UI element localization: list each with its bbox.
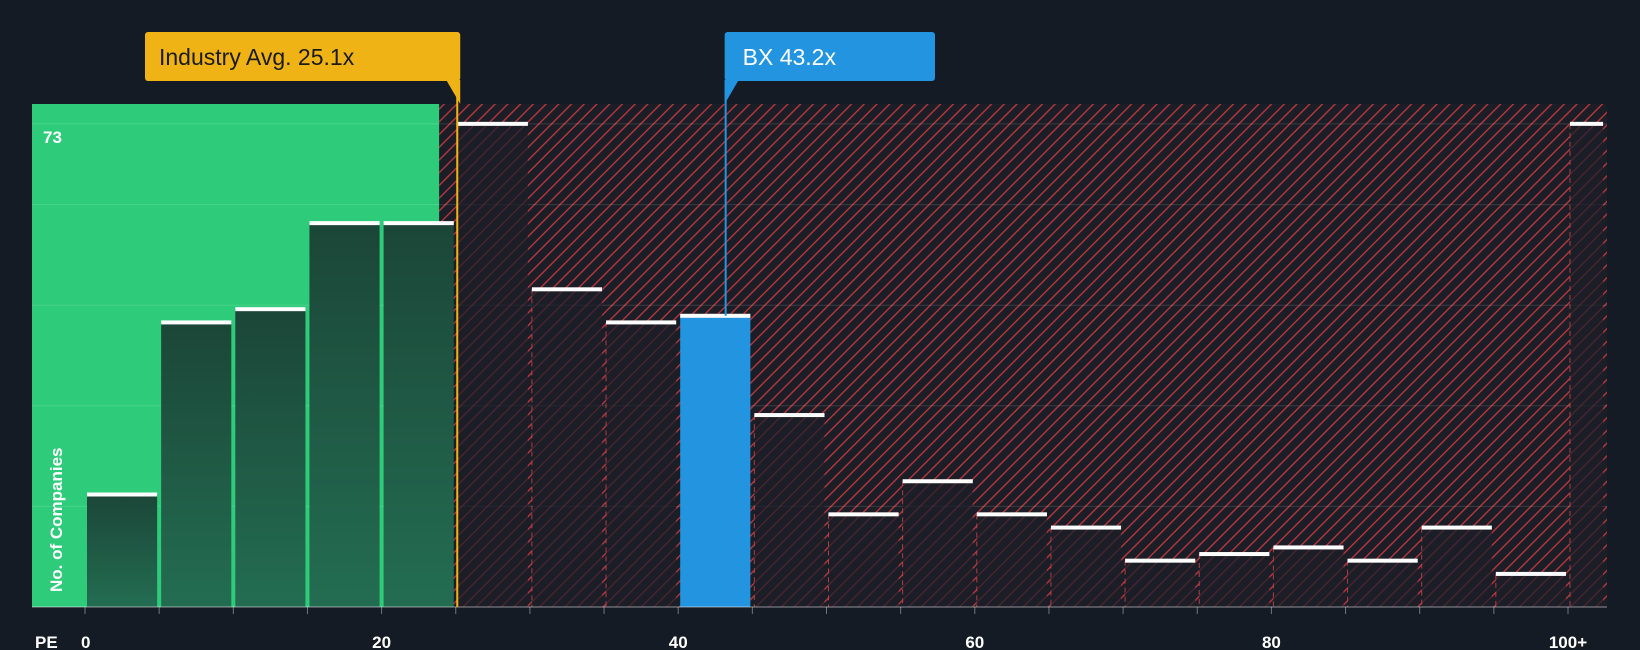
histogram-bar-15-20 bbox=[309, 223, 380, 607]
histogram-bar-30-35 bbox=[531, 289, 603, 607]
bar-cap-60-65 bbox=[976, 512, 1047, 517]
histogram-bar-55-60 bbox=[902, 481, 973, 607]
x-tick-label-20: 20 bbox=[372, 633, 391, 650]
histogram-bar-80-85 bbox=[1273, 547, 1344, 607]
histogram-bar-20-25 bbox=[383, 223, 454, 607]
bar-cap-65-70 bbox=[1050, 525, 1122, 530]
bar-cap-5-10 bbox=[161, 320, 232, 325]
histogram-bar-45-50 bbox=[754, 415, 825, 607]
bar-cap-40-45 bbox=[680, 313, 751, 318]
bar-cap-0-5 bbox=[87, 492, 158, 497]
histogram-bar-60-65 bbox=[976, 514, 1047, 607]
bar-cap-15-20 bbox=[309, 221, 380, 226]
histogram-bar-40-45 bbox=[680, 315, 751, 607]
histogram-bar-75-80 bbox=[1199, 554, 1270, 607]
x-tick-label-80: 80 bbox=[1262, 633, 1281, 650]
histogram-bar-35-40 bbox=[606, 322, 677, 607]
bar-cap-100-102.5 bbox=[1570, 121, 1604, 126]
histogram-bar-100-102.5 bbox=[1570, 123, 1604, 608]
x-axis-label: PE bbox=[35, 633, 58, 650]
bar-cap-10-15 bbox=[235, 307, 306, 312]
x-tick-label-0: 0 bbox=[81, 633, 90, 650]
bar-cap-20-25 bbox=[383, 221, 454, 226]
industry-avg-callout bbox=[145, 32, 461, 81]
bar-cap-25-30 bbox=[457, 121, 528, 126]
histogram-bar-5-10 bbox=[161, 322, 232, 607]
histogram-bar-10-15 bbox=[235, 309, 306, 607]
histogram-bar-25-30 bbox=[457, 123, 528, 608]
y-axis-label: No. of Companies bbox=[47, 447, 66, 592]
x-tick-label-100: 100+ bbox=[1549, 633, 1587, 650]
bar-cap-30-35 bbox=[531, 287, 603, 292]
industry-avg-label: Industry Avg. 25.1x bbox=[159, 44, 355, 70]
bar-cap-45-50 bbox=[754, 413, 825, 418]
bar-cap-90-95 bbox=[1421, 525, 1492, 530]
y-max-label: 73 bbox=[43, 128, 62, 147]
bar-cap-50-55 bbox=[828, 512, 899, 517]
histogram-bar-65-70 bbox=[1050, 527, 1122, 607]
histogram-bar-95-100 bbox=[1495, 573, 1566, 607]
histogram-bar-70-75 bbox=[1125, 560, 1196, 607]
company-callout bbox=[724, 32, 935, 81]
histogram-bar-0-5 bbox=[87, 494, 158, 607]
bar-cap-55-60 bbox=[902, 479, 973, 484]
x-tick-label-40: 40 bbox=[669, 633, 688, 650]
histogram-bar-90-95 bbox=[1421, 527, 1492, 607]
bar-cap-70-75 bbox=[1125, 558, 1196, 563]
bar-cap-85-90 bbox=[1347, 558, 1418, 563]
industry-avg-pointer bbox=[446, 80, 461, 104]
company-label: BX 43.2x bbox=[743, 44, 837, 70]
bar-cap-35-40 bbox=[606, 320, 677, 325]
x-tick-label-60: 60 bbox=[965, 633, 984, 650]
bar-cap-95-100 bbox=[1495, 571, 1566, 576]
histogram-bar-50-55 bbox=[828, 514, 899, 607]
histogram-bar-85-90 bbox=[1347, 560, 1418, 607]
bar-cap-80-85 bbox=[1273, 545, 1344, 550]
bar-cap-75-80 bbox=[1199, 552, 1270, 557]
company-pointer bbox=[724, 80, 739, 104]
